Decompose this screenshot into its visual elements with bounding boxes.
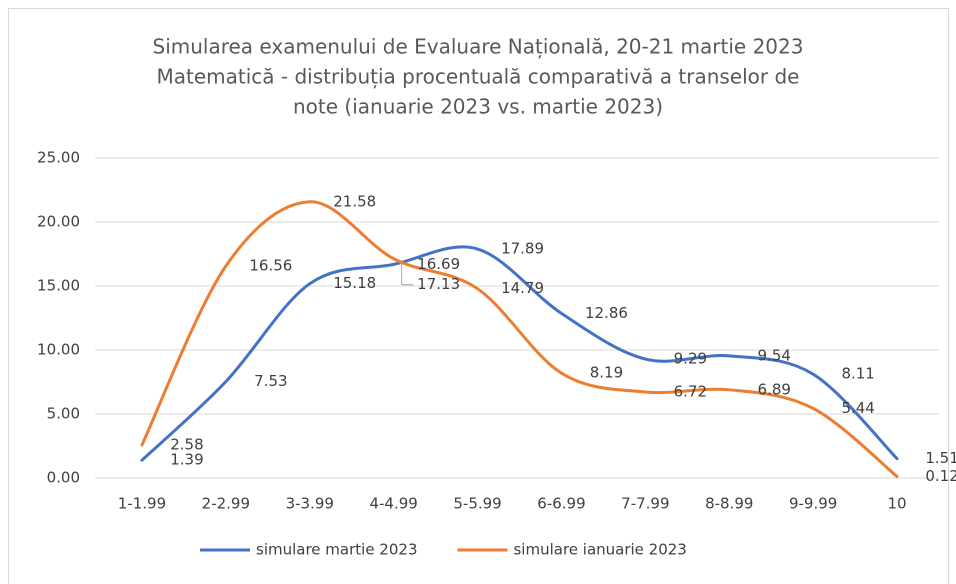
data-label: 6.89: [758, 380, 791, 398]
x-tick-label: 5-5.99: [453, 495, 501, 513]
data-label: 17.89: [501, 240, 544, 258]
y-tick-label: 10.00: [37, 341, 80, 359]
x-tick-label: 9-9.99: [789, 495, 837, 513]
x-tick-label: 1-1.99: [118, 495, 166, 513]
data-label: 2.58: [170, 435, 203, 453]
data-label: 21.58: [333, 192, 376, 210]
x-tick-label: 2-2.99: [202, 495, 250, 513]
leader-line: [401, 262, 414, 286]
series-line: [140, 245, 899, 462]
legend-label: simulare ianuarie 2023: [513, 541, 686, 559]
y-tick-label: 0.00: [47, 469, 80, 487]
data-label: 9.54: [758, 346, 791, 364]
data-label: 17.13: [417, 275, 460, 293]
chart-title: Matematică - distribuția procentuală com…: [157, 65, 800, 89]
x-tick-label: 10: [888, 495, 907, 513]
data-label: 8.11: [841, 365, 874, 383]
x-tick-label: 7-7.99: [621, 495, 669, 513]
data-label: 7.53: [254, 372, 287, 390]
data-label: 1.39: [170, 451, 203, 469]
chart-title: note (ianuarie 2023 vs. martie 2023): [293, 95, 663, 119]
data-label: 9.29: [674, 350, 707, 368]
x-tick-label: 4-4.99: [369, 495, 417, 513]
data-label: 12.86: [585, 304, 628, 322]
data-label: 15.18: [333, 274, 376, 292]
data-label: 8.19: [590, 364, 623, 382]
data-label: 1.51: [925, 449, 956, 467]
data-label: 16.69: [417, 255, 460, 273]
data-label: 14.79: [501, 279, 544, 297]
chart-title: Simularea examenului de Evaluare Naționa…: [153, 35, 804, 59]
y-tick-label: 25.00: [37, 149, 80, 167]
x-tick-label: 3-3.99: [286, 495, 334, 513]
data-label: 5.44: [841, 399, 874, 417]
y-tick-label: 15.00: [37, 277, 80, 295]
chart-border: [8, 8, 949, 584]
series-line: [140, 200, 899, 478]
data-label: 0.12: [925, 467, 956, 485]
data-label: 6.72: [674, 382, 707, 400]
x-tick-label: 6-6.99: [537, 495, 585, 513]
y-tick-label: 5.00: [47, 405, 80, 423]
y-tick-label: 20.00: [37, 213, 80, 231]
x-tick-label: 8-8.99: [705, 495, 753, 513]
legend-label: simulare martie 2023: [256, 541, 417, 559]
data-label: 16.56: [249, 257, 292, 275]
